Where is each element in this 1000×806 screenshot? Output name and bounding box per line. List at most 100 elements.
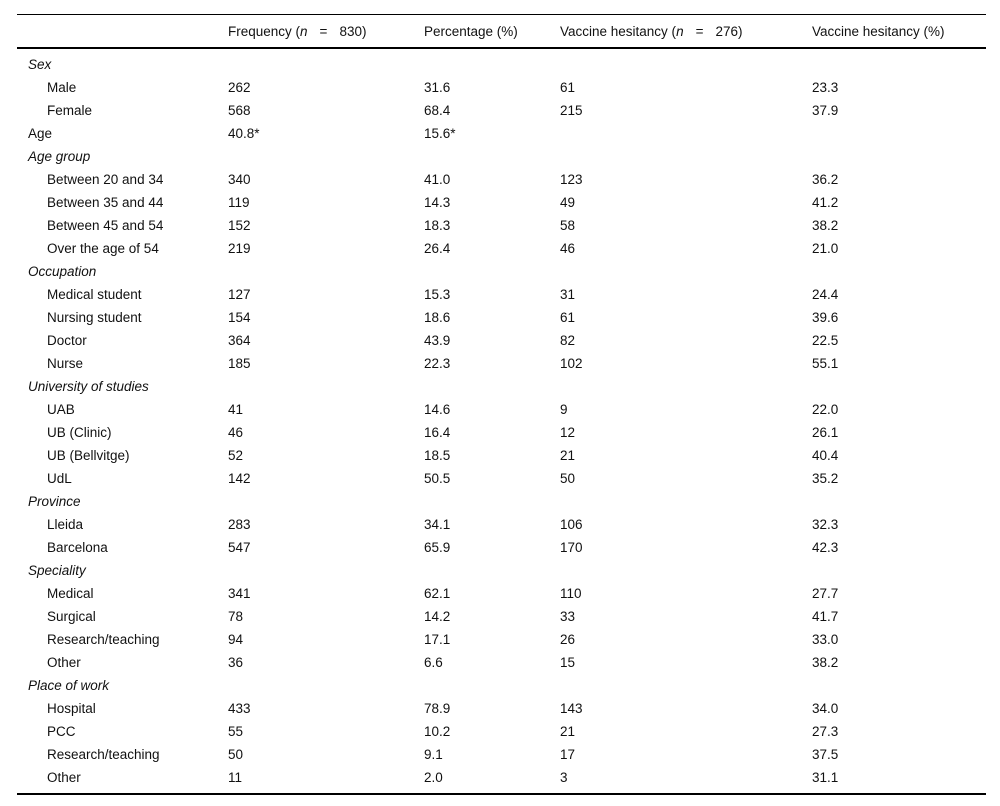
hesitancy-pct-value: 27.7 [812, 586, 839, 601]
hesitancy-n-value: 82 [560, 333, 576, 348]
percentage-value: 22.3 [424, 356, 451, 371]
table-row: UB (Bellvitge) 52 18.5 21 40.4 [17, 444, 986, 467]
header-hesitancy-n: n [676, 23, 684, 39]
table-row: Between 20 and 34 340 41.0 123 36.2 [17, 168, 986, 191]
row-label: Barcelona [47, 540, 108, 555]
demographics-table: Frequency (n = 830) Percentage (%) Vaccine… [17, 14, 986, 795]
hesitancy-n-value [560, 375, 812, 398]
hesitancy-pct-value: 37.5 [812, 747, 839, 762]
frequency-value: 219 [228, 241, 251, 256]
row-label: PCC [47, 724, 76, 739]
hesitancy-pct-value: 32.3 [812, 517, 839, 532]
hesitancy-pct-value: 31.1 [812, 770, 839, 785]
table-row: Barcelona 547 65.9 170 42.3 [17, 536, 986, 559]
table-row: Nurse 185 22.3 102 55.1 [17, 352, 986, 375]
row-label: Speciality [28, 563, 86, 578]
table-section-row: University of studies [17, 375, 986, 398]
row-label: UB (Clinic) [47, 425, 112, 440]
frequency-value: 52 [228, 448, 244, 463]
hesitancy-n-value: 26 [560, 632, 576, 647]
frequency-value: 283 [228, 517, 251, 532]
hesitancy-n-value: 110 [560, 586, 582, 601]
hesitancy-n-value: 33 [560, 609, 576, 624]
frequency-value: 11 [228, 770, 243, 785]
header-hesitancy-equals: = [695, 23, 704, 39]
hesitancy-pct-value: 34.0 [812, 701, 839, 716]
table-row: UdL 142 50.5 50 35.2 [17, 467, 986, 490]
percentage-value: 41.0 [424, 172, 451, 187]
row-label: Age group [28, 149, 91, 164]
row-label: Between 20 and 34 [47, 172, 164, 187]
hesitancy-pct-value [812, 375, 986, 398]
percentage-value: 31.6 [424, 80, 451, 95]
row-label: Province [28, 494, 81, 509]
percentage-value: 16.4 [424, 425, 451, 440]
header-frequency-equals: = [319, 23, 328, 39]
table-row: Female 568 68.4 215 37.9 [17, 99, 986, 122]
frequency-value: 50 [228, 747, 244, 762]
percentage-value: 18.6 [424, 310, 451, 325]
percentage-value: 14.2 [424, 609, 451, 624]
frequency-value: 55 [228, 724, 244, 739]
frequency-value [228, 53, 424, 76]
header-frequency-pre: Frequency ( [228, 23, 301, 39]
frequency-value [228, 559, 424, 582]
hesitancy-pct-value: 42.3 [812, 540, 839, 555]
percentage-value [424, 260, 560, 283]
hesitancy-pct-value [812, 674, 986, 697]
row-label: Research/teaching [47, 747, 160, 762]
frequency-value [228, 674, 424, 697]
percentage-value [424, 674, 560, 697]
hesitancy-pct-value [812, 490, 986, 513]
percentage-value: 43.9 [424, 333, 451, 348]
table-row: Surgical 78 14.2 33 41.7 [17, 605, 986, 628]
hesitancy-n-value [560, 674, 812, 697]
table-row: Between 45 and 54 152 18.3 58 38.2 [17, 214, 986, 237]
hesitancy-n-value: 49 [560, 195, 576, 210]
percentage-value [424, 53, 560, 76]
frequency-value: 364 [228, 333, 251, 348]
hesitancy-pct-value: 22.0 [812, 402, 839, 417]
header-frequency-count: 830) [339, 23, 367, 39]
hesitancy-pct-value: 23.3 [812, 80, 839, 95]
frequency-value: 127 [228, 287, 251, 302]
hesitancy-n-value [560, 53, 812, 76]
percentage-value: 15.3 [424, 287, 451, 302]
hesitancy-n-value: 143 [560, 701, 583, 716]
percentage-value: 18.3 [424, 218, 451, 233]
hesitancy-pct-value: 27.3 [812, 724, 839, 739]
hesitancy-pct-value: 37.9 [812, 103, 839, 118]
table-section-row: Place of work [17, 674, 986, 697]
frequency-value: 46 [228, 425, 244, 440]
frequency-value: 568 [228, 103, 251, 118]
header-frequency-n: n [300, 23, 308, 39]
table-row: Hospital 433 78.9 143 34.0 [17, 697, 986, 720]
table-row: UB (Clinic) 46 16.4 12 26.1 [17, 421, 986, 444]
percentage-value: 14.3 [424, 195, 451, 210]
table-section-row: Age group [17, 145, 986, 168]
table-row: Other 36 6.6 15 38.2 [17, 651, 986, 674]
row-label: Other [47, 770, 81, 785]
table-row: Other 11 2.0 3 31.1 [17, 766, 986, 789]
hesitancy-n-value: 61 [560, 80, 576, 95]
header-vaccine-hesitancy-pct: Vaccine hesitancy (%) [812, 23, 945, 39]
hesitancy-n-value: 12 [560, 425, 576, 440]
percentage-value: 68.4 [424, 103, 451, 118]
row-label: Medical student [47, 287, 142, 302]
table-row: Male 262 31.6 61 23.3 [17, 76, 986, 99]
table-section-row: Occupation [17, 260, 986, 283]
frequency-value: 119 [228, 195, 250, 210]
row-label: Nursing student [47, 310, 142, 325]
hesitancy-pct-value: 26.1 [812, 425, 839, 440]
hesitancy-n-value: 3 [560, 770, 568, 785]
percentage-value [424, 375, 560, 398]
table-body: Sex Male 262 31.6 61 23.3 Female 568 68.4 215 37.9… [17, 49, 986, 795]
hesitancy-n-value [560, 122, 812, 145]
row-label: Between 45 and 54 [47, 218, 164, 233]
hesitancy-n-value: 9 [560, 402, 568, 417]
table-row: Between 35 and 44 119 14.3 49 41.2 [17, 191, 986, 214]
percentage-value: 65.9 [424, 540, 451, 555]
hesitancy-pct-value: 40.4 [812, 448, 839, 463]
frequency-value [228, 145, 424, 168]
row-label: Female [47, 103, 93, 118]
